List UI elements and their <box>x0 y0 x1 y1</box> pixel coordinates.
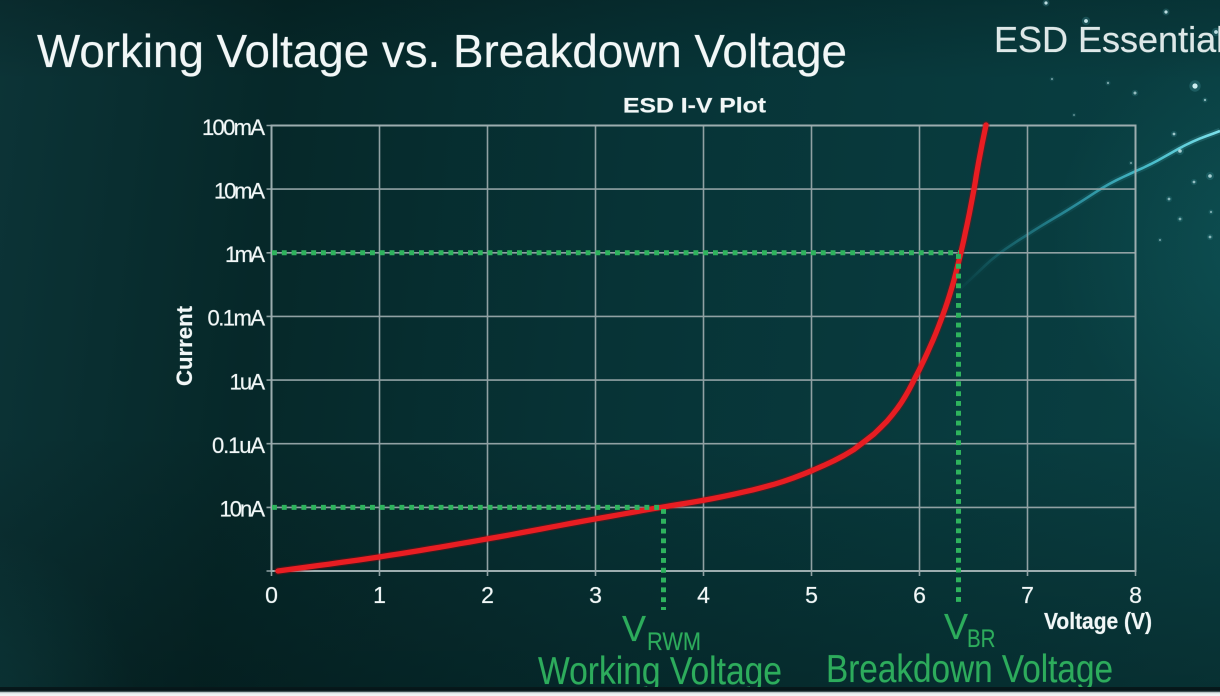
svg-text:100mA: 100mA <box>202 115 265 140</box>
svg-text:4: 4 <box>697 582 710 608</box>
svg-text:BR: BR <box>967 625 996 653</box>
svg-text:8: 8 <box>1129 582 1142 608</box>
svg-text:Working Voltage: Working Voltage <box>538 650 782 693</box>
svg-text:7: 7 <box>1021 582 1034 608</box>
svg-text:RWM: RWM <box>647 628 701 656</box>
svg-text:6: 6 <box>913 582 926 608</box>
svg-text:Breakdown Voltage: Breakdown Voltage <box>826 648 1113 691</box>
svg-text:V: V <box>944 606 968 647</box>
svg-text:1mA: 1mA <box>225 242 265 267</box>
svg-text:0.1mA: 0.1mA <box>208 306 266 331</box>
svg-text:V: V <box>622 608 646 649</box>
svg-text:10nA: 10nA <box>220 497 266 522</box>
svg-text:0: 0 <box>265 582 278 608</box>
svg-text:3: 3 <box>589 582 602 608</box>
svg-text:10mA: 10mA <box>214 178 265 203</box>
svg-text:Working Voltage vs. Breakdown: Working Voltage vs. Breakdown Voltage <box>37 25 847 77</box>
svg-text:1: 1 <box>373 582 386 608</box>
svg-text:1uA: 1uA <box>230 369 266 394</box>
svg-text:Voltage (V): Voltage (V) <box>1044 608 1152 634</box>
svg-text:2: 2 <box>481 582 494 608</box>
svg-text:ESD Essentials: ESD Essentials <box>994 19 1220 60</box>
svg-text:ESD I-V Plot: ESD I-V Plot <box>623 95 766 118</box>
svg-text:0.1uA: 0.1uA <box>212 433 265 458</box>
svg-text:Current: Current <box>172 305 197 386</box>
svg-text:5: 5 <box>805 582 818 608</box>
